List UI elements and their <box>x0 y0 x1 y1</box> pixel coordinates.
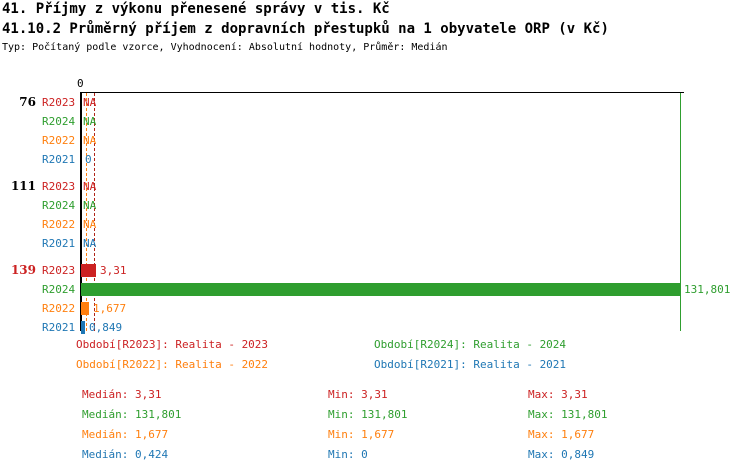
stat-median: Medián: 3,31 <box>82 388 162 401</box>
row-series-label: R2022 <box>42 218 76 231</box>
legend-item: Období[R2023]: Realita - 2023 <box>76 338 269 351</box>
chart-legend: Období[R2023]: Realita - 2023 Období[R202… <box>0 338 750 378</box>
row-value-na: NA <box>83 218 97 231</box>
row-series-label: R2021 <box>42 321 76 334</box>
chart-row: 139 R2023 3,31 <box>0 261 750 280</box>
row-value-na: NA <box>83 199 97 212</box>
stat-max: Max: 1,677 <box>528 428 595 441</box>
axis-zero-line <box>80 93 82 331</box>
row-series-label: R2023 <box>42 264 76 277</box>
chart-bar-value-label: 131,801 <box>684 283 731 296</box>
stat-median: Medián: 131,801 <box>82 408 182 421</box>
chart-row: 76 R2023 NA <box>0 93 750 112</box>
stat-max: Max: 3,31 <box>528 388 588 401</box>
stat-min: Min: 0 <box>328 448 368 461</box>
chart-bar <box>81 321 85 334</box>
row-value-na: NA <box>83 180 97 193</box>
row-series-label: R2021 <box>42 237 76 250</box>
chart-row: R2021 0 <box>0 150 750 169</box>
chart-row: R2024 131,801 <box>0 280 750 299</box>
page-title: 41. Příjmy z výkonu přenesené správy v t… <box>2 1 390 17</box>
legend-item: Období[R2022]: Realita - 2022 <box>76 358 269 371</box>
chart-subtitle: 41.10.2 Průměrný příjem z dopravních pře… <box>2 21 609 37</box>
stat-min: Min: 131,801 <box>328 408 408 421</box>
chart-row: R2022 1,677 <box>0 299 750 318</box>
row-value-na: NA <box>83 96 97 109</box>
chart-meta-line: Typ: Počítaný podle vzorce, Vyhodnocení:… <box>2 42 448 53</box>
chart-plot-area: 0 76 R2023 NA R2024 NA R2022 NA R2021 0 111 R2023 N… <box>0 60 750 335</box>
reference-line-median-darkred <box>94 93 96 331</box>
chart-stats-table: Medián: 3,31 Min: 3,31 Max: 3,31 Medián: 13… <box>0 388 750 476</box>
row-series-label: R2024 <box>42 199 76 212</box>
group-number-label: 76 <box>19 95 36 109</box>
stat-median: Medián: 0,424 <box>82 448 169 461</box>
row-series-label: R2022 <box>42 134 76 147</box>
chart-row: R2022 NA <box>0 215 750 234</box>
row-series-label: R2023 <box>42 96 76 109</box>
row-series-label: R2022 <box>42 302 76 315</box>
row-value-na: NA <box>83 134 97 147</box>
chart-bar-value-label: 3,31 <box>100 264 127 277</box>
legend-item: Období[R2021]: Realita - 2021 <box>374 358 567 371</box>
chart-bar-value-label: 1,677 <box>93 302 127 315</box>
row-series-label: R2023 <box>42 180 76 193</box>
row-value-na: NA <box>83 237 97 250</box>
row-value-na: NA <box>83 115 97 128</box>
chart-bar-value-label: 0 <box>85 153 92 166</box>
row-series-label: R2021 <box>42 153 76 166</box>
reference-line-median-orange <box>86 93 88 331</box>
chart-bar <box>81 283 680 296</box>
chart-row: R2021 NA <box>0 234 750 253</box>
group-number-label: 139 <box>10 263 36 277</box>
reference-line-max-green <box>680 93 681 331</box>
stat-median: Medián: 1,677 <box>82 428 169 441</box>
chart-bar <box>81 302 89 315</box>
chart-row: R2024 NA <box>0 112 750 131</box>
axis-top-rule <box>80 92 684 93</box>
stat-min: Min: 3,31 <box>328 388 388 401</box>
chart-row: 111 R2023 NA <box>0 177 750 196</box>
axis-zero-label: 0 <box>77 77 84 90</box>
row-series-label: R2024 <box>42 283 76 296</box>
chart-bar <box>81 264 96 277</box>
row-series-label: R2024 <box>42 115 76 128</box>
group-number-label: 111 <box>10 179 36 193</box>
stat-max: Max: 0,849 <box>528 448 595 461</box>
chart-bar-value-label: 0,849 <box>89 321 123 334</box>
stat-min: Min: 1,677 <box>328 428 395 441</box>
chart-row: R2024 NA <box>0 196 750 215</box>
chart-row: R2022 NA <box>0 131 750 150</box>
stat-max: Max: 131,801 <box>528 408 608 421</box>
chart-row: R2021 0,849 <box>0 318 750 337</box>
legend-item: Období[R2024]: Realita - 2024 <box>374 338 567 351</box>
